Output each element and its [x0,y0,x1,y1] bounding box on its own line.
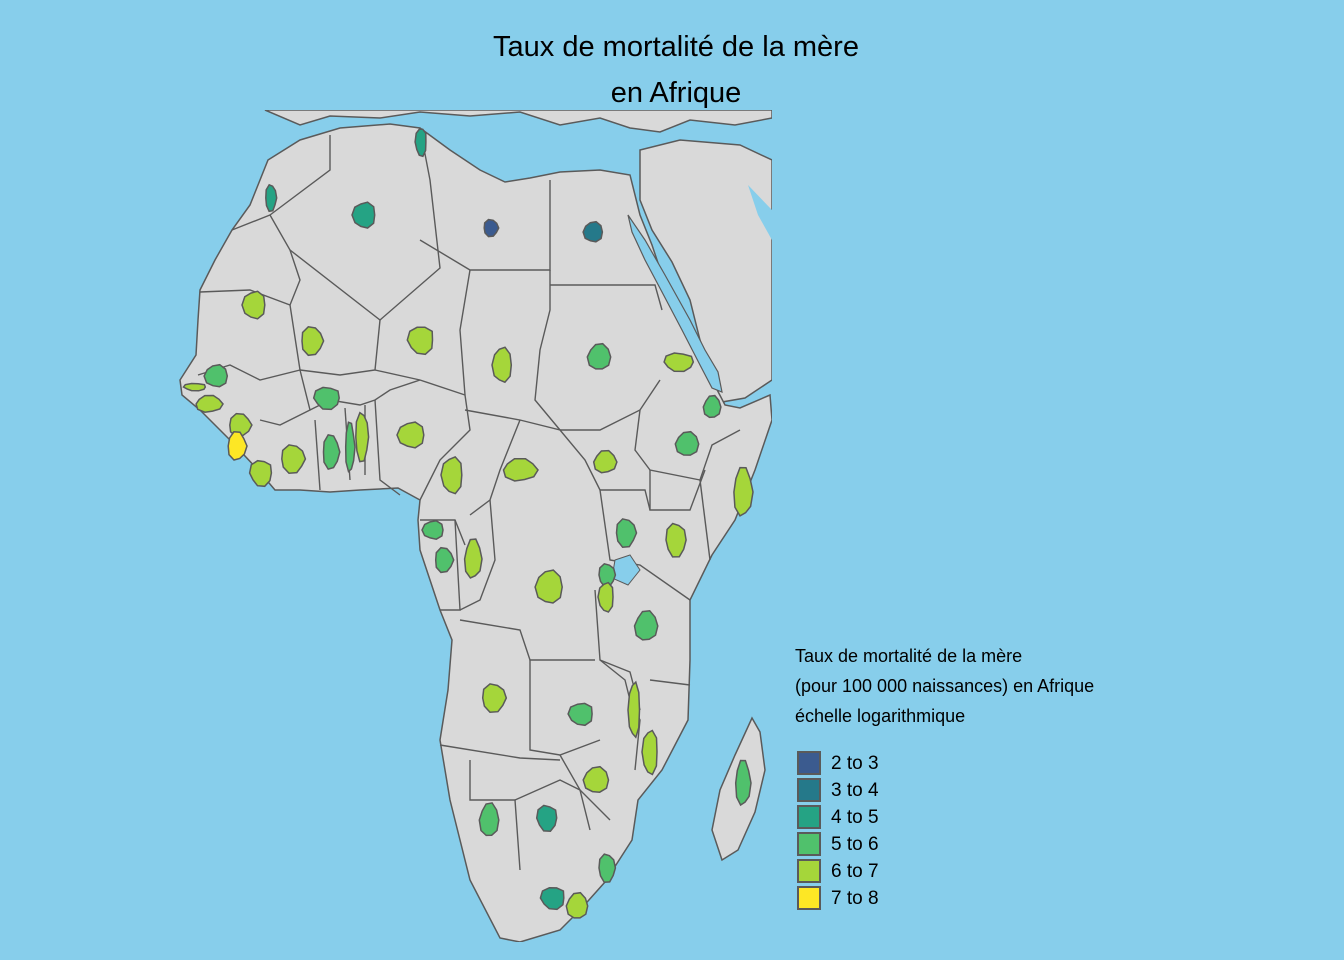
map-title-line2: en Afrique [610,77,742,109]
country-marker-rwanda [598,562,617,588]
choropleth-markers [182,128,754,919]
country-marker-nigeria [396,421,425,449]
gulf-suez [748,185,772,240]
country-marker-lesotho [565,891,589,919]
legend-item: 2 to 3 [795,751,1215,778]
country-marker-equatorial-guinea [421,520,444,540]
map-panel [179,110,772,942]
country-marker-mozambique [641,729,658,776]
country-marker-djibouti [702,394,722,419]
legend-key [797,778,821,802]
country-marker-chad [491,346,513,384]
country-marker-sudan [586,342,612,370]
map-title-line1: Taux de mortalité de la mère [493,31,859,63]
country-marker-madagascar [734,759,752,807]
country-marker-gambia [182,382,207,392]
legend-item: 6 to 7 [795,859,1215,886]
legend-item: 3 to 4 [795,778,1215,805]
country-marker-c-te-d-ivoire [281,444,307,474]
country-marker-guinea [229,412,253,438]
country-marker-ghana [322,434,341,470]
country-marker-liberia [248,459,273,488]
country-marker-burkina-faso [312,386,340,411]
country-marker-eswatini [598,853,617,883]
country-marker-malawi [627,680,641,739]
legend-label: 3 to 4 [831,780,879,801]
legend-label: 5 to 6 [831,834,879,855]
legend-item: 4 to 5 [795,805,1215,832]
country-marker-central-african-republic [502,457,539,482]
country-marker-morocco [265,183,278,213]
country-marker-mauritania [241,290,266,320]
country-marker-senegal [203,363,229,388]
country-marker-mali [301,325,325,357]
country-marker-benin [355,411,370,463]
country-marker-tanzania [633,610,659,641]
legend-title-line1: Taux de mortalité de la mère [795,646,1023,666]
legend-item: 5 to 6 [795,832,1215,859]
country-marker-south-africa [539,886,565,911]
legend-item: 7 to 8 [795,886,1215,913]
legend-label: 2 to 3 [831,753,879,774]
country-marker-sierra-leone [227,431,248,461]
legend: Taux de mortalité de la mère (pour 100 0… [795,641,1215,913]
legend-title: Taux de mortalité de la mère (pour 100 0… [795,641,1215,731]
country-marker-togo [344,421,356,473]
country-marker-guinea-bissau [195,394,224,413]
legend-key [797,886,821,910]
legend-key [797,751,821,775]
country-marker-kenya [665,522,687,558]
legend-items: 2 to 3 3 to 4 4 to 5 5 to 6 6 to 7 7 to … [795,751,1215,913]
legend-key [797,859,821,883]
land-europe [264,110,772,133]
legend-title-line3: échelle logarithmique [795,706,966,726]
country-marker-eritrea [663,352,695,373]
country-marker-uganda [615,518,638,548]
country-marker-botswana [535,804,558,832]
country-marker-zimbabwe [582,765,610,793]
legend-label: 6 to 7 [831,861,879,882]
country-marker-libya [483,218,500,238]
country-marker-egypt [582,220,604,243]
country-marker-algeria [351,201,376,229]
country-marker-tunisia [414,128,427,158]
legend-label: 4 to 5 [831,807,879,828]
country-marker-somalia [733,466,754,517]
legend-title-line2: (pour 100 000 naissances) en Afrique [795,676,1095,696]
country-marker-gabon [434,546,455,574]
country-marker-angola [481,683,508,713]
country-marker-south-sudan [592,449,618,474]
country-marker-burundi [597,581,614,613]
map-title: Taux de mortalité de la mère en Afrique [376,24,976,116]
country-marker-zambia [567,702,593,727]
country-marker-ethiopia [674,430,700,456]
country-marker-cameroon [440,456,463,495]
red-sea [627,214,723,393]
country-marker-namibia [478,802,500,837]
country-marker-niger [406,326,434,356]
country-marker-dr-congo [534,569,563,604]
legend-key [797,805,821,829]
legend-label: 7 to 8 [831,888,879,909]
legend-key [797,832,821,856]
country-marker-republic-of-the-congo [463,538,483,579]
